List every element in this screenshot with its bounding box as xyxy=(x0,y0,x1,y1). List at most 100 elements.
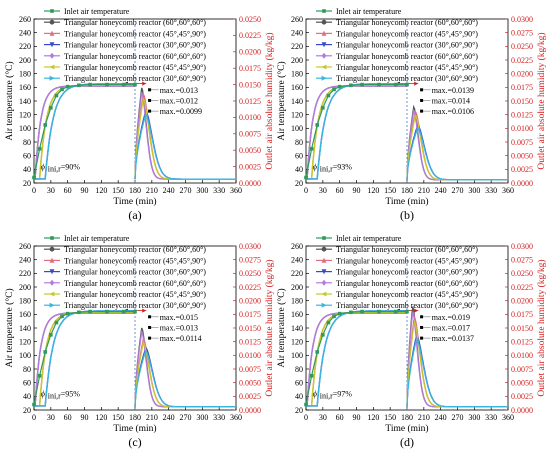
y2-tick-label: 0.0225 xyxy=(239,31,261,40)
phi-subscript: ini,r xyxy=(48,391,61,400)
y2-tick-label: 0.0000 xyxy=(511,179,533,188)
legend-label: Triangular honeycomb reactor (45°,45°,90… xyxy=(64,290,206,299)
legend-marker xyxy=(49,64,55,70)
legend: Inlet air temperature Triangular honeycom… xyxy=(316,234,478,310)
y-tick-label: 260 xyxy=(291,15,303,24)
max-annotation: max.=0.0137 xyxy=(432,334,474,343)
y-tick-label: 80 xyxy=(23,138,31,147)
legend-label: Triangular honeycomb reactor (30°,60°,90… xyxy=(336,301,478,310)
x-tick-label: 30 xyxy=(319,413,327,422)
annotation-marker xyxy=(148,88,152,92)
phi-subscript: ini,r xyxy=(48,164,61,173)
legend-marker xyxy=(321,75,327,81)
y-tick-label: 260 xyxy=(19,242,31,251)
x-tick-label: 330 xyxy=(213,413,225,422)
y-tick-label: 40 xyxy=(23,392,31,401)
chart-panel: 0 30 60 90 120 150 180 210 240 270 300 330 360 20 40 60… xyxy=(4,234,275,449)
y2-tick-label: 0.0150 xyxy=(239,80,261,89)
phi-symbol: ϕ xyxy=(313,389,317,398)
y-tick-label: 20 xyxy=(295,406,303,415)
y-tick-label: 240 xyxy=(19,255,31,264)
inlet-temperature-point xyxy=(377,309,381,314)
humidity-series-line xyxy=(406,113,508,181)
y-tick-label: 120 xyxy=(19,110,31,119)
y-tick-label: 220 xyxy=(291,269,303,278)
legend-marker xyxy=(321,291,327,297)
phi-value: =93% xyxy=(333,162,353,171)
y-tick-label: 180 xyxy=(19,296,31,305)
max-annotation: max.=0.0114 xyxy=(160,334,202,343)
y2-tick-label: 0.0300 xyxy=(511,15,533,24)
y-tick-label: 60 xyxy=(23,378,31,387)
legend-label: Triangular honeycomb reactor (45°,45°,90… xyxy=(336,256,478,265)
legend-marker xyxy=(49,52,55,59)
inlet-temperature-point xyxy=(65,84,70,89)
legend-label: Triangular honeycomb reactor (30°,60°,90… xyxy=(336,41,478,50)
y-tick-label: 260 xyxy=(291,242,303,251)
y-tick-label: 260 xyxy=(19,15,31,24)
inlet-temperature-point xyxy=(309,147,314,151)
x-tick-label: 60 xyxy=(336,413,344,422)
y-tick-label: 220 xyxy=(291,42,303,51)
max-annotation: max.=0.0139 xyxy=(432,86,474,95)
legend-marker xyxy=(49,269,55,275)
y-tick-label: 100 xyxy=(19,124,31,133)
x-tick-label: 210 xyxy=(146,413,158,422)
phi-subscript: ini,r xyxy=(320,391,333,400)
right-arrow-head xyxy=(142,81,147,86)
y-tick-label: 160 xyxy=(291,83,303,92)
y2-tick-label: 0.0250 xyxy=(511,42,533,51)
y2-tick-label: 0.0175 xyxy=(511,83,533,92)
y-tick-label: 80 xyxy=(295,138,303,147)
y2-tick-label: 0.0175 xyxy=(239,310,261,319)
y-tick-label: 120 xyxy=(291,110,303,119)
right-arrow-head xyxy=(414,308,419,313)
y2-tick-label: 0.0100 xyxy=(511,351,533,360)
phi-subscript: ini,r xyxy=(320,164,333,173)
legend-label: Triangular honeycomb reactor (30°,60°,90… xyxy=(336,74,478,83)
phi-value: =95% xyxy=(61,389,81,398)
phi-value: =90% xyxy=(61,162,81,171)
inlet-temperature-point xyxy=(332,87,336,92)
x-tick-label: 60 xyxy=(336,186,344,195)
inlet-temperature-point xyxy=(315,350,320,354)
max-annotation: max.=0.012 xyxy=(160,96,198,105)
x-tick-label: 270 xyxy=(452,413,464,422)
y-tick-label: 180 xyxy=(291,69,303,78)
y2-tick-label: 0.0075 xyxy=(511,138,533,147)
phi-symbol: ϕ xyxy=(41,389,45,398)
y-tick-label: 40 xyxy=(295,392,303,401)
inlet-temperature-point xyxy=(360,82,364,87)
y-tick-label: 20 xyxy=(23,179,31,188)
inlet-temperature-point xyxy=(105,82,109,87)
y-tick-label: 180 xyxy=(291,296,303,305)
max-annotation: max.=0.019 xyxy=(432,313,470,322)
x-tick-label: 330 xyxy=(485,186,497,195)
y-tick-label: 100 xyxy=(291,124,303,133)
y-tick-label: 20 xyxy=(23,406,31,415)
legend-marker xyxy=(321,257,327,263)
x-tick-label: 90 xyxy=(353,186,361,195)
y-tick-label: 140 xyxy=(19,97,31,106)
inlet-temperature-point xyxy=(133,309,137,314)
humidity-series-line xyxy=(406,126,508,181)
y2-tick-label: 0.0000 xyxy=(239,406,261,415)
panel-label: (b) xyxy=(400,208,414,222)
legend-marker-inlet xyxy=(322,236,326,240)
x-tick-label: 60 xyxy=(64,186,72,195)
y-tick-label: 60 xyxy=(23,151,31,160)
y-axis-label: Air temperature (°C) xyxy=(4,288,15,367)
phi-symbol: ϕ xyxy=(313,162,317,171)
y2-tick-label: 0.0175 xyxy=(239,64,261,73)
max-annotation: max.=0.015 xyxy=(160,313,198,322)
y2-tick-label: 0.0250 xyxy=(239,15,261,24)
y-tick-label: 60 xyxy=(295,378,303,387)
y-tick-label: 240 xyxy=(291,255,303,264)
legend-label: Triangular honeycomb reactor (45°,45°,90… xyxy=(336,63,478,72)
inlet-temperature-point xyxy=(43,123,48,127)
x-tick-label: 300 xyxy=(468,186,480,195)
annotation-marker xyxy=(420,109,424,113)
x-tick-label: 120 xyxy=(367,186,379,195)
